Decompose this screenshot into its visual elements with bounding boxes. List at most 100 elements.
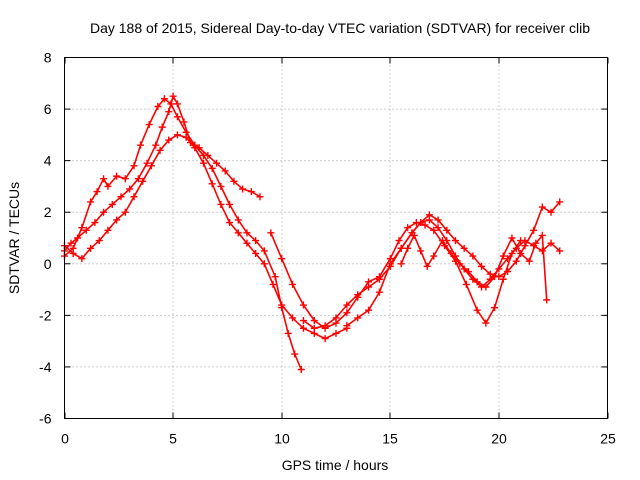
data-point bbox=[521, 237, 529, 245]
data-point bbox=[213, 159, 221, 167]
data-point bbox=[504, 268, 512, 276]
data-point bbox=[165, 136, 173, 144]
data-point bbox=[154, 102, 162, 110]
data-point bbox=[469, 252, 477, 260]
x-axis-label: GPS time / hours bbox=[282, 457, 389, 473]
data-point bbox=[173, 100, 181, 108]
series-track-g bbox=[397, 231, 551, 304]
data-point bbox=[289, 280, 297, 288]
data-point bbox=[297, 366, 305, 374]
data-point bbox=[310, 317, 318, 325]
data-point bbox=[425, 216, 433, 224]
data-point bbox=[95, 237, 103, 245]
data-point bbox=[226, 200, 234, 208]
data-point bbox=[332, 314, 340, 322]
series-track-a bbox=[61, 92, 264, 255]
data-point bbox=[165, 108, 173, 116]
data-point bbox=[152, 141, 160, 149]
data-point bbox=[234, 216, 242, 224]
series-track-f bbox=[343, 216, 564, 330]
data-point bbox=[167, 100, 175, 108]
data-point bbox=[278, 255, 286, 263]
series-line bbox=[400, 234, 548, 300]
y-axis-label: SDTVAR / TECUs bbox=[6, 182, 22, 294]
data-point bbox=[87, 198, 95, 206]
data-point bbox=[491, 273, 499, 281]
data-point bbox=[547, 239, 555, 247]
x-tick-label: 25 bbox=[600, 431, 616, 447]
data-point bbox=[397, 244, 405, 252]
data-point bbox=[269, 280, 277, 288]
data-point bbox=[67, 239, 75, 247]
data-point bbox=[434, 224, 442, 232]
data-point bbox=[291, 350, 299, 358]
data-point bbox=[145, 121, 153, 129]
data-point bbox=[134, 175, 142, 183]
data-point bbox=[299, 301, 307, 309]
y-tick-label: -6 bbox=[39, 411, 52, 427]
data-point bbox=[473, 278, 481, 286]
data-point bbox=[260, 247, 268, 255]
data-point bbox=[423, 262, 431, 270]
data-point bbox=[310, 324, 318, 332]
data-point bbox=[478, 262, 486, 270]
x-tick-label: 5 bbox=[169, 431, 177, 447]
data-point bbox=[354, 291, 362, 299]
data-point bbox=[434, 216, 442, 224]
data-point bbox=[456, 260, 464, 268]
data-point bbox=[482, 283, 490, 291]
data-point bbox=[365, 306, 373, 314]
data-point bbox=[538, 247, 546, 255]
data-point bbox=[226, 219, 234, 227]
data-point bbox=[460, 244, 468, 252]
data-point bbox=[130, 193, 138, 201]
data-point bbox=[447, 249, 455, 257]
data-point bbox=[556, 247, 564, 255]
series-line bbox=[270, 221, 522, 330]
data-point bbox=[217, 200, 225, 208]
data-point bbox=[525, 257, 533, 265]
data-point bbox=[113, 172, 121, 180]
data-point bbox=[113, 216, 121, 224]
data-point bbox=[208, 164, 216, 172]
data-point bbox=[547, 208, 555, 216]
data-point bbox=[543, 296, 551, 304]
data-point bbox=[504, 255, 512, 263]
data-point bbox=[180, 118, 188, 126]
tick-label-layer: 0 5 10 15 20 25 -6 -4 -2 0 2 4 6 8 bbox=[39, 50, 616, 447]
data-point bbox=[395, 237, 403, 245]
data-point bbox=[556, 198, 564, 206]
y-tick-label: -2 bbox=[39, 307, 52, 323]
y-tick-label: 8 bbox=[44, 50, 52, 66]
data-point bbox=[143, 159, 151, 167]
data-point bbox=[332, 329, 340, 337]
data-point bbox=[443, 226, 451, 234]
y-tick-label: -4 bbox=[39, 359, 52, 375]
data-point bbox=[126, 185, 134, 193]
data-point bbox=[375, 275, 383, 283]
series-line bbox=[63, 98, 302, 370]
data-point bbox=[93, 188, 101, 196]
data-point bbox=[221, 167, 229, 175]
data-point bbox=[256, 193, 264, 201]
data-point bbox=[243, 229, 251, 237]
data-point bbox=[271, 273, 279, 281]
data-point bbox=[508, 234, 516, 242]
data-point bbox=[234, 229, 242, 237]
data-point bbox=[91, 219, 99, 227]
data-point bbox=[397, 260, 405, 268]
series-line bbox=[346, 219, 561, 327]
data-point bbox=[517, 249, 525, 257]
data-point bbox=[108, 200, 116, 208]
data-point bbox=[230, 177, 238, 185]
data-point bbox=[247, 188, 255, 196]
data-point bbox=[532, 239, 540, 247]
y-tick-label: 4 bbox=[44, 153, 52, 169]
data-point bbox=[538, 231, 546, 239]
data-point bbox=[104, 226, 112, 234]
data-point bbox=[158, 123, 166, 131]
data-point bbox=[200, 151, 208, 159]
chart-title: Day 188 of 2015, Sidereal Day-to-day VTE… bbox=[90, 20, 590, 36]
data-point bbox=[117, 193, 125, 201]
data-point bbox=[482, 319, 490, 327]
